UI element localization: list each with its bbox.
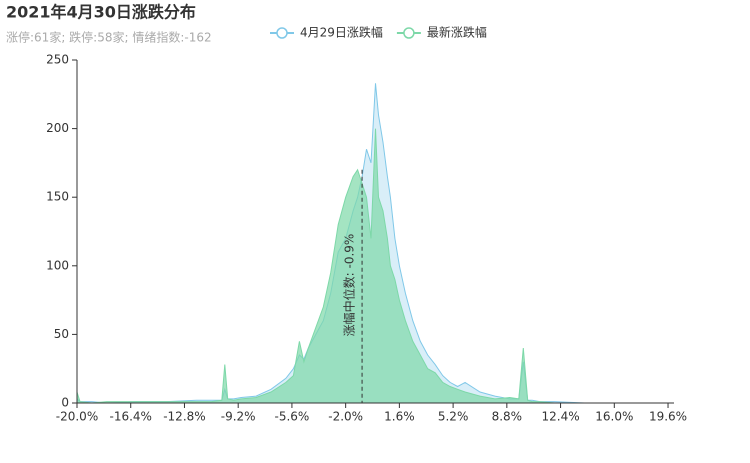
x-tick-label: 1.6% xyxy=(384,410,415,424)
y-tick-label: 0 xyxy=(61,396,69,410)
series-line xyxy=(76,128,674,404)
legend-label: 最新涨跌幅 xyxy=(427,25,487,40)
x-tick-label: -5.6% xyxy=(275,410,310,424)
y-tick-label: 250 xyxy=(46,53,69,67)
x-tick-label: 19.6% xyxy=(649,410,687,424)
chart-title: 2021年4月30日涨跌分布 xyxy=(6,3,196,22)
x-tick-label: -9.2% xyxy=(221,410,256,424)
y-tick-label: 100 xyxy=(46,258,69,272)
x-tick-label: -20.0% xyxy=(56,410,98,424)
median-label: 涨幅中位数: -0.9% xyxy=(342,234,357,337)
x-tick-label: 8.8% xyxy=(492,410,523,424)
x-tick-label: 16.0% xyxy=(595,410,633,424)
series-area xyxy=(77,128,674,403)
legend-label: 4月29日涨跌幅 xyxy=(300,25,383,40)
chart-subtitle: 涨停:61家; 跌停:58家; 情绪指数:-162 xyxy=(6,30,212,45)
legend-marker xyxy=(276,27,288,39)
y-tick-label: 150 xyxy=(46,190,69,204)
x-tick-label: -12.8% xyxy=(163,410,205,424)
x-tick-label: -16.4% xyxy=(110,410,152,424)
y-tick-label: 50 xyxy=(54,327,69,341)
x-tick-label: -2.0% xyxy=(328,410,363,424)
x-tick-label: 5.2% xyxy=(438,410,469,424)
legend-marker xyxy=(403,27,415,39)
y-tick-label: 200 xyxy=(46,121,69,135)
x-tick-label: 12.4% xyxy=(542,410,580,424)
